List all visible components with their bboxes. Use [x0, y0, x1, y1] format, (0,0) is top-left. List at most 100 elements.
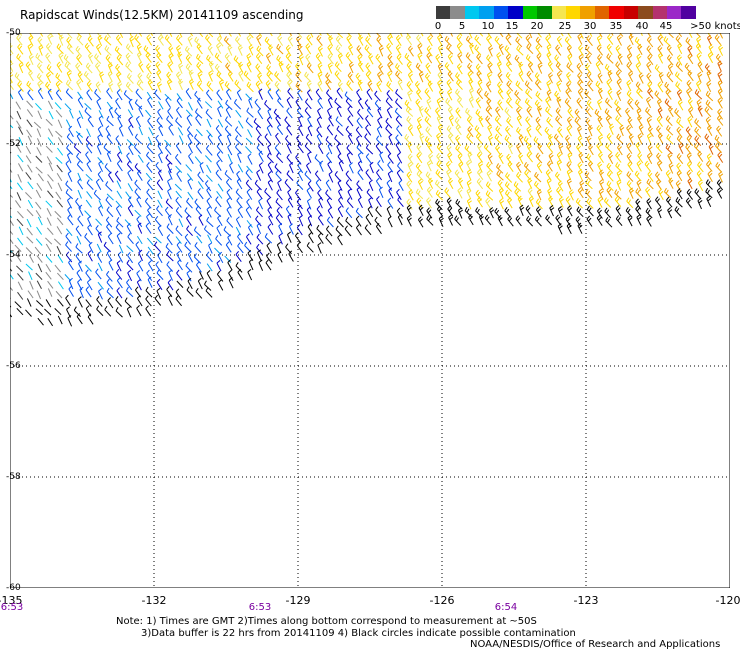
wind-barb: [546, 89, 552, 101]
wind-barb: [18, 61, 24, 74]
wind-barb: [417, 52, 423, 64]
wind-barb: [526, 143, 533, 155]
wind-barb: [408, 45, 414, 57]
wind-barb: [98, 200, 104, 209]
wind-barb: [47, 318, 54, 327]
wind-barb: [257, 135, 264, 147]
wind-barb: [415, 188, 424, 200]
wind-barb: [147, 206, 154, 218]
wind-barb: [186, 173, 194, 182]
wind-barb: [253, 117, 262, 129]
colorbar-label: 35: [609, 21, 623, 32]
wind-barb: [214, 52, 223, 64]
wind-barb: [178, 135, 184, 144]
wind-barb: [66, 152, 72, 164]
wind-barb: [436, 132, 442, 145]
wind-barb: [366, 106, 374, 118]
wind-barb: [407, 161, 413, 174]
wind-barb: [606, 162, 614, 174]
wind-barb: [396, 188, 402, 201]
wind-barb: [557, 126, 564, 138]
wind-barb: [625, 107, 631, 119]
wind-barb: [225, 241, 232, 253]
wind-barb: [206, 269, 213, 282]
wind-barb: [597, 72, 603, 84]
wind-barb: [187, 251, 194, 263]
wind-barb: [406, 204, 412, 216]
wind-barb: [358, 34, 364, 46]
wind-barb: [646, 36, 654, 48]
wind-barb: [186, 225, 193, 237]
wind-barb: [577, 161, 583, 173]
wind-barb: [215, 235, 223, 246]
wind-barb: [117, 114, 123, 127]
wind-barb: [116, 260, 122, 272]
wind-barb: [646, 61, 652, 73]
wind-barb: [337, 205, 344, 218]
colorbar-swatch: [667, 6, 682, 19]
wind-barb: [498, 152, 504, 165]
colorbar-swatch: [464, 6, 480, 19]
wind-barb: [426, 45, 433, 57]
wind-barb: [526, 70, 533, 82]
wind-barb: [297, 204, 303, 217]
wind-barb: [266, 252, 273, 264]
wind-barb: [227, 234, 233, 246]
wind-barb: [316, 34, 323, 46]
wind-barb: [325, 136, 333, 147]
wind-barb: [456, 79, 463, 90]
wind-barb: [45, 271, 52, 280]
wind-barb: [127, 233, 134, 245]
wind-barb: [295, 71, 302, 83]
wind-barb: [68, 125, 74, 138]
wind-barb: [195, 108, 203, 119]
wind-barb: [498, 187, 504, 199]
wind-barb: [437, 63, 443, 75]
time-label: 6:53: [0, 602, 24, 613]
wind-barb: [85, 62, 93, 74]
wind-barb: [134, 34, 141, 45]
wind-barb: [288, 223, 294, 235]
wind-barb: [376, 81, 382, 93]
wind-barb: [345, 207, 353, 219]
wind-barb: [337, 80, 344, 92]
wind-barb: [76, 269, 83, 281]
wind-barb: [134, 188, 142, 200]
wind-barb: [647, 87, 654, 99]
wind-barb: [574, 108, 581, 120]
wind-barb: [396, 53, 403, 65]
wind-barb: [506, 60, 513, 72]
wind-barb: [275, 197, 283, 209]
wind-barb: [85, 299, 92, 307]
wind-barb: [547, 72, 554, 84]
wind-barb: [646, 132, 652, 145]
wind-barb: [515, 215, 522, 227]
wind-barb: [145, 305, 152, 317]
wind-barb: [67, 315, 73, 327]
wind-barb: [118, 125, 124, 137]
wind-barb: [14, 301, 22, 309]
wind-barb: [87, 313, 94, 325]
wind-barb: [657, 81, 664, 93]
wind-barb: [25, 192, 33, 200]
wind-barb: [57, 281, 64, 290]
wind-barb: [48, 110, 54, 120]
wind-barb: [616, 78, 622, 90]
wind-barb: [408, 189, 414, 201]
wind-barb: [416, 88, 423, 100]
wind-barb: [165, 144, 172, 156]
longitude-label: -126: [429, 594, 455, 607]
latitude-label: -54: [6, 250, 21, 260]
wind-barb: [234, 79, 242, 91]
wind-barb: [147, 117, 154, 129]
wind-barb: [677, 42, 683, 55]
wind-barb: [378, 45, 384, 57]
wind-barb: [626, 180, 634, 192]
wind-barb-map: [10, 33, 730, 588]
wind-barb: [685, 126, 692, 138]
wind-barb: [714, 134, 722, 146]
wind-barb: [206, 89, 213, 101]
wind-barb: [327, 107, 332, 120]
wind-barb: [378, 186, 384, 199]
wind-barb: [547, 187, 553, 200]
